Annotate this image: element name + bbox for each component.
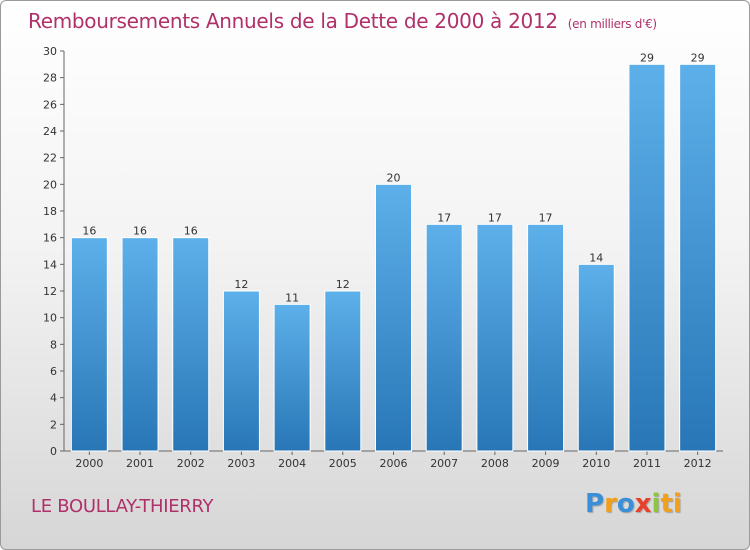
bar-value-label: 20 — [387, 171, 401, 184]
bar — [679, 63, 717, 452]
y-tick-label: 28 — [43, 72, 57, 85]
x-tick-label: 2011 — [633, 457, 661, 470]
y-tick-label: 0 — [50, 445, 57, 458]
x-tick-label: 2012 — [684, 457, 712, 470]
y-tick-label: 4 — [50, 392, 57, 405]
bar-value-label: 16 — [184, 225, 198, 238]
bar-value-label: 12 — [336, 278, 350, 291]
y-tick-label: 12 — [43, 285, 57, 298]
commune-name: LE BOULLAY-THIERRY — [31, 496, 214, 517]
bar — [324, 290, 362, 452]
chart-title-text: Remboursements Annuels de la Dette de 20… — [28, 9, 558, 33]
bar — [425, 223, 463, 452]
logo-letter: ti — [660, 489, 682, 519]
bar-value-label: 29 — [640, 51, 654, 64]
bar — [577, 263, 615, 452]
y-tick-label: 22 — [43, 152, 57, 165]
logo-letter: r — [604, 489, 617, 519]
x-tick-label: 2001 — [126, 457, 154, 470]
bar-value-label: 12 — [234, 278, 248, 291]
bar — [172, 237, 210, 452]
bar-value-label: 29 — [691, 51, 705, 64]
chart-subtitle: (en milliers d'€) — [567, 17, 657, 31]
bar-value-label: 17 — [539, 211, 553, 224]
y-tick-label: 16 — [43, 232, 57, 245]
x-tick-label: 2007 — [430, 457, 458, 470]
x-tick-label: 2008 — [481, 457, 509, 470]
bar — [527, 223, 565, 452]
y-tick-label: 24 — [43, 125, 57, 138]
bar-value-label: 17 — [488, 211, 502, 224]
logo-letter: i — [651, 489, 661, 519]
bar — [375, 183, 412, 452]
y-tick-label: 10 — [43, 312, 57, 325]
bar — [222, 290, 260, 452]
y-tick-label: 8 — [50, 338, 57, 351]
y-tick-label: 30 — [43, 45, 57, 58]
bar-value-label: 16 — [82, 225, 96, 238]
y-tick-label: 14 — [43, 258, 57, 271]
bar — [628, 63, 666, 452]
bar-value-label: 11 — [285, 291, 299, 304]
bar — [476, 223, 514, 452]
x-tick-label: 2004 — [278, 457, 306, 470]
x-tick-label: 2002 — [177, 457, 205, 470]
x-tick-label: 2005 — [329, 457, 357, 470]
bar-value-label: 16 — [133, 225, 147, 238]
x-tick-label: 2010 — [582, 457, 610, 470]
proxiti-logo: Proxiti — [585, 489, 682, 519]
y-tick-label: 26 — [43, 98, 57, 111]
x-tick-label: 2003 — [227, 457, 255, 470]
bar-value-label: 14 — [589, 251, 603, 264]
bar — [70, 237, 108, 452]
logo-letter: o — [616, 489, 635, 519]
x-tick-label: 2006 — [380, 457, 408, 470]
y-tick-label: 2 — [50, 418, 57, 431]
y-tick-label: 6 — [50, 365, 57, 378]
bar — [121, 237, 159, 452]
bar — [273, 303, 311, 452]
chart-title: Remboursements Annuels de la Dette de 20… — [28, 9, 657, 33]
y-tick-label: 18 — [43, 205, 57, 218]
y-tick-label: 20 — [43, 178, 57, 191]
logo-letter: P — [585, 489, 605, 519]
x-tick-label: 2000 — [75, 457, 103, 470]
x-tick-label: 2009 — [532, 457, 560, 470]
bar-value-label: 17 — [437, 211, 451, 224]
logo-letter: x — [634, 489, 652, 519]
